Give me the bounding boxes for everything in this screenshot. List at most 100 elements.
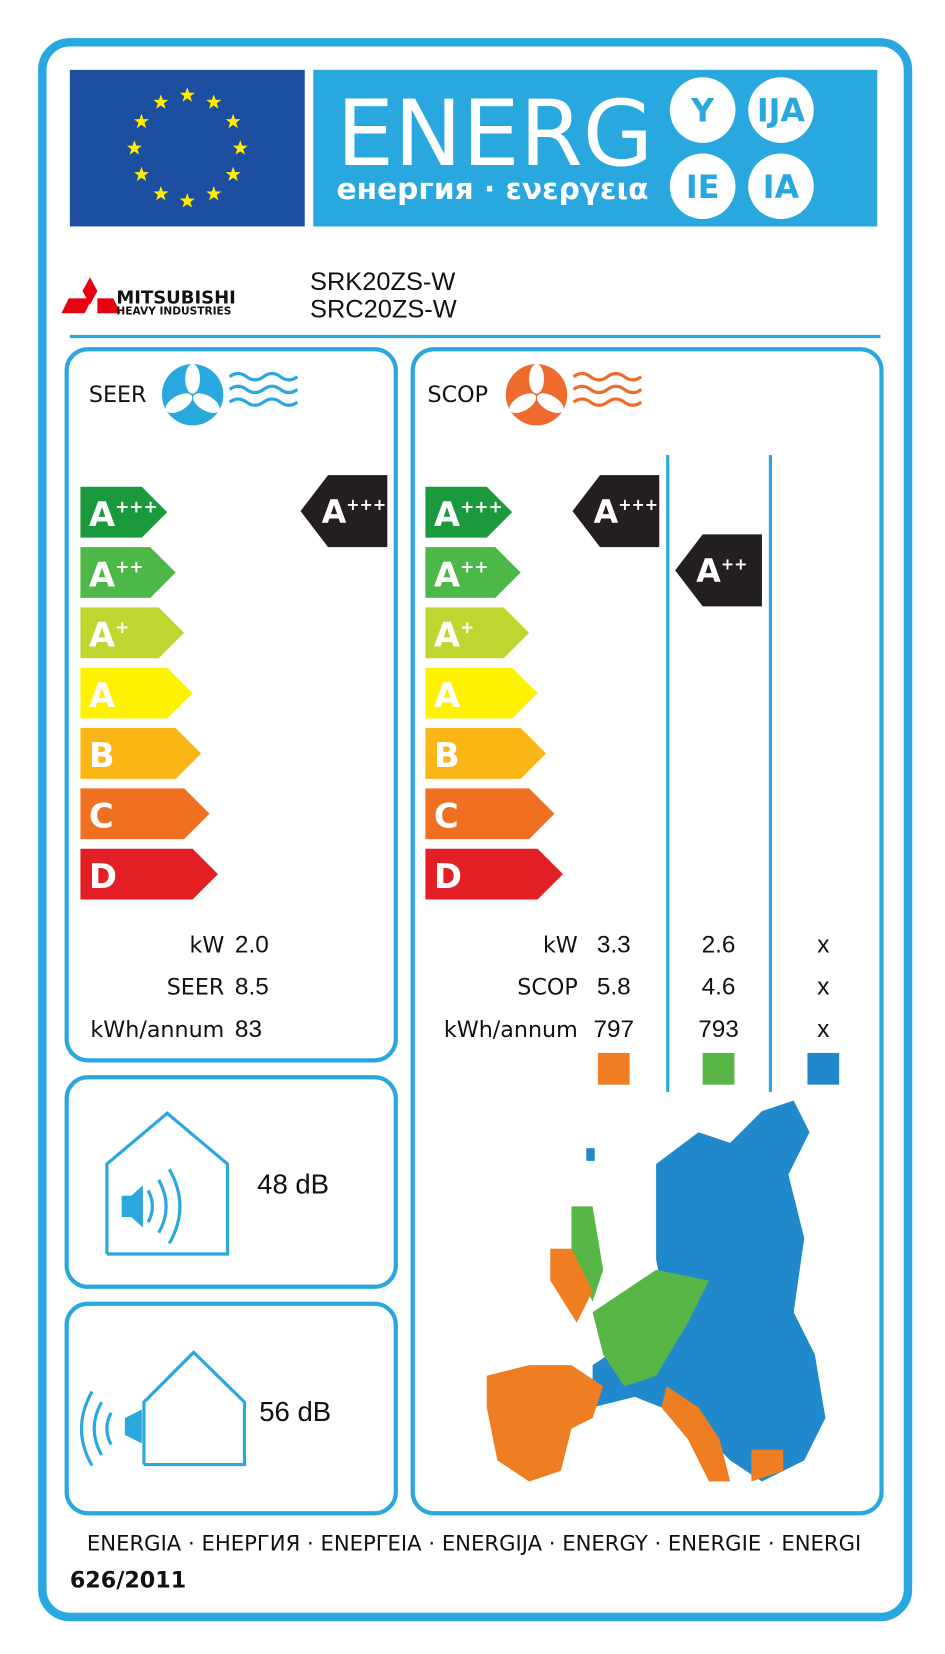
- outdoor-noise: 56 dB: [259, 1396, 331, 1427]
- class-label: C: [434, 797, 459, 836]
- row-label: kWh/annum: [444, 1017, 578, 1043]
- class-sup: ++: [115, 557, 143, 577]
- class-letter: B: [434, 736, 460, 775]
- class-sup: +: [115, 617, 129, 637]
- row-label: kW: [190, 932, 225, 958]
- row-value: 2.6: [702, 931, 736, 958]
- row-value: 3.3: [597, 931, 631, 958]
- zone-swatch: [597, 1052, 630, 1085]
- heating-panel: [410, 347, 884, 1516]
- class-sup: ++: [721, 554, 748, 573]
- star: [133, 113, 150, 129]
- class-arrow: [80, 848, 218, 900]
- class-arrow: [80, 728, 202, 779]
- cooling-fan-icon: [161, 364, 299, 426]
- class-label: C: [89, 797, 114, 836]
- star: [225, 166, 241, 182]
- class-label: A+: [434, 616, 474, 655]
- rating-pointer: [572, 475, 660, 548]
- speaker: [124, 1409, 142, 1444]
- row-value: 2.0: [235, 931, 269, 958]
- outdoor-noise-panel: [64, 1301, 398, 1516]
- class-letter: A: [434, 616, 461, 655]
- heating-fan-icon: [505, 364, 643, 426]
- rating-pointer: [300, 475, 388, 548]
- class-label: A+++: [89, 495, 158, 534]
- class-sup: +++: [346, 495, 386, 514]
- heating-label: SCOP: [428, 382, 489, 408]
- row-value: 8.5: [235, 974, 269, 1001]
- suffix-circles: [669, 77, 814, 220]
- class-arrow: [80, 547, 176, 598]
- row-value: x: [817, 1016, 829, 1043]
- class-label: A: [434, 676, 461, 715]
- row-value: x: [817, 931, 829, 958]
- class-letter: C: [434, 797, 459, 836]
- class-label: A+++: [434, 495, 503, 534]
- row-value: 83: [235, 1016, 262, 1043]
- cooling-label: SEER: [89, 382, 147, 408]
- star: [153, 94, 169, 109]
- row-value: 797: [593, 1016, 634, 1043]
- europe-map: [486, 1100, 826, 1482]
- class-letter: A: [434, 495, 461, 534]
- star: [206, 94, 222, 109]
- class-letter: D: [89, 857, 117, 896]
- class-label: A: [89, 676, 116, 715]
- banner-subtitle: енергия · ενεργεια: [337, 171, 649, 206]
- class-arrow: [425, 667, 538, 719]
- row-value: x: [817, 974, 829, 1001]
- footer-languages: ENERGIA · ЕНЕРГИЯ · ΕΝΕΡΓΕΙΑ · ENERGIJA …: [87, 1530, 861, 1555]
- banner-title: ENERG: [337, 82, 654, 187]
- class-sup: +: [460, 617, 474, 637]
- row-label: kWh/annum: [90, 1017, 224, 1043]
- class-letter: A: [89, 555, 116, 594]
- star: [232, 140, 248, 155]
- suffix: IE: [686, 170, 720, 206]
- rating-label: A+++: [594, 495, 658, 531]
- rating-pointer: [675, 534, 762, 607]
- star: [179, 193, 195, 208]
- class-sup: +++: [460, 496, 503, 516]
- indoor-noise: 48 dB: [257, 1169, 329, 1200]
- class-arrow: [80, 486, 168, 538]
- class-arrow: [425, 788, 555, 840]
- class-letter: A: [434, 555, 461, 594]
- suffix: IJA: [757, 94, 806, 130]
- class-arrow: [425, 848, 563, 900]
- star: [179, 87, 195, 102]
- brand-name: MITSUBISHI: [116, 288, 235, 309]
- class-letter: C: [89, 797, 114, 836]
- class-letter: A: [322, 495, 347, 531]
- class-label: B: [434, 736, 460, 775]
- row-value: 5.8: [597, 974, 631, 1001]
- class-label: A+: [89, 616, 129, 655]
- cooling-panel: [64, 347, 398, 1063]
- row-label: kW: [543, 932, 578, 958]
- class-letter: A: [434, 676, 461, 715]
- class-label: D: [89, 857, 117, 896]
- class-arrow: [425, 607, 530, 659]
- indoor-noise-panel: [64, 1075, 398, 1289]
- suffix: Y: [690, 94, 715, 130]
- class-arrow: [425, 547, 521, 598]
- class-sup: +++: [618, 495, 658, 514]
- regulation: 626/2011: [70, 1567, 186, 1593]
- star: [133, 166, 150, 182]
- row-label: SCOP: [517, 975, 578, 1001]
- zone-swatch: [807, 1052, 840, 1085]
- class-letter: A: [594, 495, 619, 531]
- class-letter: A: [696, 554, 721, 590]
- class-letter: A: [89, 495, 116, 534]
- brand-logo: [61, 277, 121, 314]
- eu-stars: [126, 87, 248, 208]
- zone-swatch: [702, 1052, 735, 1085]
- star: [153, 186, 169, 201]
- row-value: 4.6: [702, 974, 736, 1001]
- indoor-noise-icon: [105, 1111, 230, 1256]
- class-arrow: [80, 607, 185, 659]
- class-letter: A: [89, 676, 116, 715]
- class-letter: B: [89, 736, 115, 775]
